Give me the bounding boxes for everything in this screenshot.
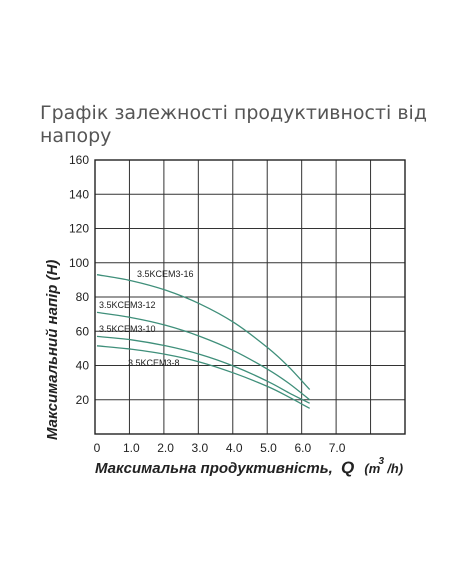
series-line: [96, 311, 311, 401]
x-axis-label: Максимальна продуктивність, Q (m 3 /h): [95, 451, 403, 477]
y-tick-label: 60: [76, 324, 90, 338]
x-tick-label: 2.0: [157, 441, 174, 455]
x-axis-label-unit-close: /h): [386, 461, 403, 476]
series-label: 3.5KCEM3-10: [99, 324, 156, 334]
series-line: [96, 335, 310, 404]
page-title: Графік залежності продуктивності від нап…: [40, 102, 427, 147]
series-line: [96, 274, 311, 390]
chart-grid: [94, 159, 406, 435]
plot-border: [94, 159, 406, 435]
y-tick-label: 80: [76, 290, 90, 304]
y-tick-label: 40: [76, 359, 90, 373]
y-axis-label: Максимальний напір (H): [44, 260, 61, 440]
y-tick-label: 120: [69, 222, 89, 236]
x-tick-label: 4.0: [226, 441, 243, 455]
series-line: [96, 345, 310, 409]
x-axis-label-q: Q: [341, 458, 354, 477]
x-tick-labels: 0 1.0 2.0 3.0 4.0 5.0 6.0 7.0: [94, 441, 346, 455]
y-tick-label: 20: [76, 393, 90, 407]
series-labels: 3.5KCEM3-16 3.5KCEM3-12 3.5KCEM3-10 3.5KCEM…: [99, 269, 194, 368]
x-tick-label: 3.0: [192, 441, 209, 455]
x-tick-label: 7.0: [329, 441, 346, 455]
y-tick-label: 160: [69, 153, 89, 167]
x-tick-label: 6.0: [294, 441, 311, 455]
x-tick-label: 5.0: [260, 441, 277, 455]
y-tick-labels: 20 40 60 80 100 120 140 160: [69, 153, 89, 407]
x-tick-label: 1.0: [123, 441, 140, 455]
x-axis-label-unit-open: (m: [364, 461, 380, 476]
series-label: 3.5KCEM3-16: [137, 269, 194, 279]
y-tick-label: 140: [69, 187, 89, 201]
series-label: 3.5KCEM3-12: [99, 300, 156, 310]
y-tick-label: 100: [69, 256, 89, 270]
chart-series: [96, 274, 311, 409]
chart-frame: [94, 159, 406, 435]
series-label: 3.5KCEM3-8: [128, 358, 180, 368]
x-axis-label-main: Максимальна продуктивність,: [95, 460, 333, 477]
x-tick-label: 0: [94, 441, 101, 455]
x-axis-label-unit-sup: 3: [378, 456, 384, 467]
